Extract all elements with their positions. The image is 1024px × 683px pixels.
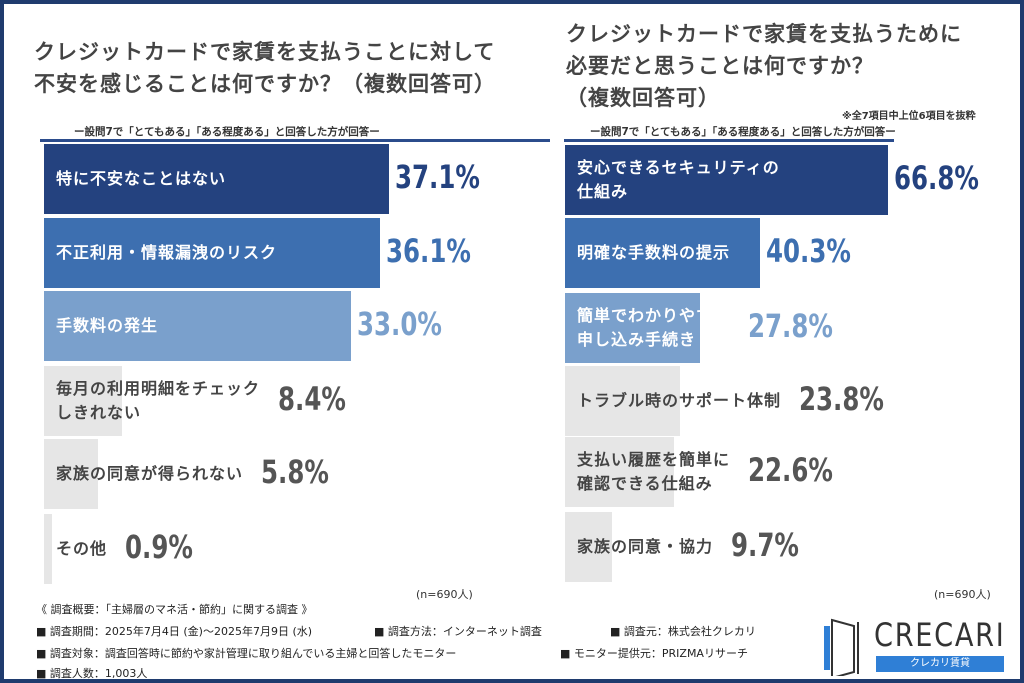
right-title: クレジットカードで家賃を支払うために 必要だと思うことは何ですか？ （複数回答可） xyxy=(566,22,962,110)
value-label: 33.0% xyxy=(356,305,442,343)
left-sample-size: (n=690人) xyxy=(416,588,473,601)
category-label: その他 xyxy=(56,539,108,558)
survey-period: ■ 調査期間：2025年7月4日 (金)～2025年7月9日 (水) xyxy=(36,625,313,638)
right-subtitle: ー設問7で「とてもある」「ある程度ある」と回答した方が回答ー xyxy=(590,126,896,138)
bar xyxy=(44,144,390,214)
survey-source: ■ 調査元：株式会社クレカリ xyxy=(610,625,756,638)
infographic: クレジットカードで家賃を支払うことに対して 不安を感じることは何ですか？（複数回答… xyxy=(4,4,1020,680)
value-label: 40.3% xyxy=(766,232,851,270)
bar xyxy=(44,218,380,288)
right-sample-size: (n=690人) xyxy=(934,588,991,601)
logo-text: CRECARI xyxy=(874,616,1006,654)
value-label: 66.8% xyxy=(894,159,980,197)
value-label: 27.8% xyxy=(748,307,833,345)
right-note: ※全7項目中上位6項目を抜粋 xyxy=(842,111,976,122)
category-label: 安心できるセキュリティの 仕組み xyxy=(577,158,780,201)
category-label: 明確な手数料の提示 xyxy=(577,243,731,262)
category-label: 家族の同意・協力 xyxy=(577,537,714,556)
value-label: 22.6% xyxy=(748,451,833,489)
survey-target: ■ 調査対象：調査回答時に節約や家計管理に取り組んでいる主婦と回答したモニター xyxy=(36,647,457,660)
value-label: 9.7% xyxy=(731,526,799,564)
category-label: 毎月の利用明細をチェック しきれない xyxy=(56,379,261,422)
bar xyxy=(44,366,123,436)
value-label: 8.4% xyxy=(278,380,346,418)
value-label: 23.8% xyxy=(799,380,884,418)
bar xyxy=(565,293,700,363)
bar xyxy=(44,439,98,509)
bar xyxy=(565,366,681,436)
category-label: 支払い履歴を簡単に 確認できる仕組み xyxy=(577,450,731,493)
bar xyxy=(565,218,761,288)
survey-method: ■ 調査方法：インターネット調査 xyxy=(374,625,542,638)
left-title: クレジットカードで家賃を支払うことに対して 不安を感じることは何ですか？（複数回答… xyxy=(34,40,496,96)
survey-overview: 《 調査概要：「主婦層のマネ活・節約」に関する調査 》 xyxy=(36,603,313,616)
bar xyxy=(565,145,889,215)
category-label: 簡単でわかりやすい 申し込み手続き xyxy=(577,306,731,349)
left-subtitle: ー設問7で「とてもある」「ある程度ある」と回答した方が回答ー xyxy=(74,126,380,138)
bar xyxy=(44,291,351,361)
crecari-logo: CRECARI クレカリ賃貸 xyxy=(824,616,1024,680)
category-label: トラブル時のサポート体制 xyxy=(577,391,782,410)
value-label: 0.9% xyxy=(125,528,193,566)
value-label: 36.1% xyxy=(385,232,471,270)
bar xyxy=(44,514,53,584)
value-label: 5.8% xyxy=(261,453,329,491)
left-rule xyxy=(40,139,550,142)
survey-count: ■ 調査人数：1,003人 xyxy=(36,667,148,680)
right-rule xyxy=(564,139,894,142)
category-label: 特に不安なことはない xyxy=(56,169,227,188)
category-label: 手数料の発生 xyxy=(56,316,159,335)
category-label: 家族の同意が得られない xyxy=(56,464,244,483)
monitor-provider: ■ モニター提供元：PRIZMAリサーチ xyxy=(560,647,748,660)
logo-tagline: クレカリ賃貸 xyxy=(876,656,1004,672)
bar xyxy=(565,437,675,507)
door-logo-icon xyxy=(824,618,859,680)
category-label: 不正利用・情報漏洩のリスク xyxy=(56,243,278,262)
value-label: 37.1% xyxy=(395,158,480,196)
bar xyxy=(565,512,612,582)
